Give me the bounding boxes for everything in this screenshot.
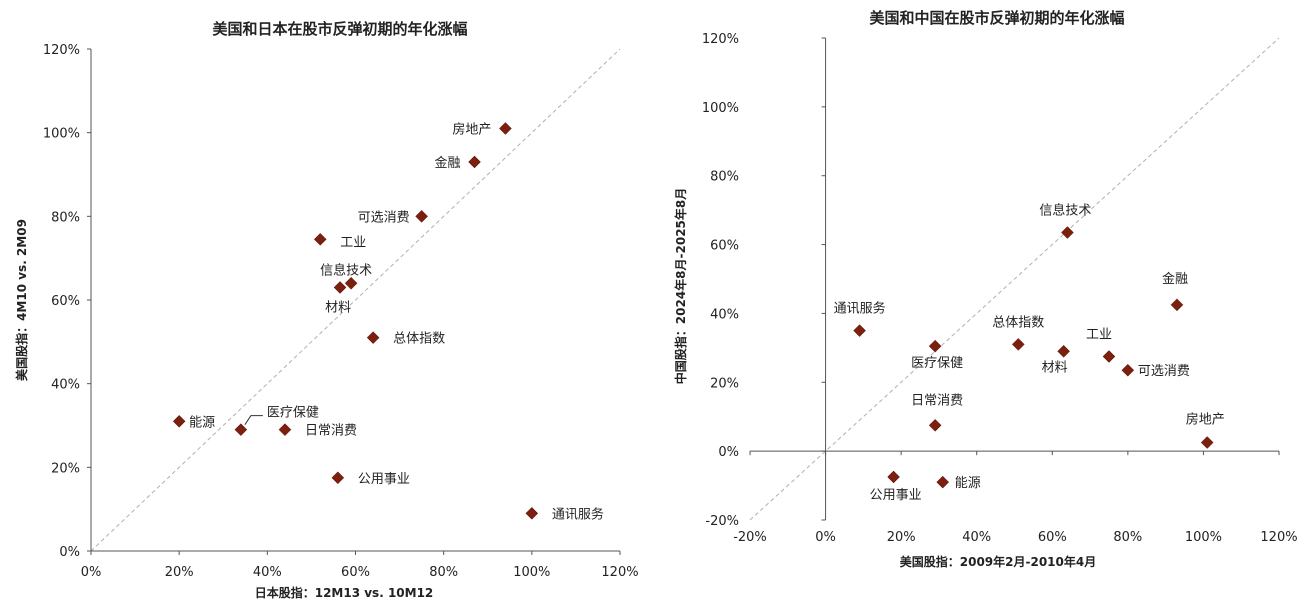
data-point-marker [331,471,345,485]
x-tick-label: -20% [733,530,767,545]
data-point-label: 房地产 [1186,412,1225,428]
y-tick-label: 0% [59,545,80,560]
x-axis-label: 日本股指：12M13 vs. 10M12 [255,585,434,600]
x-tick-label: 40% [962,530,991,545]
y-tick-label: 120% [702,32,739,47]
data-point-marker [333,281,347,294]
data-point-label: 可选消费 [358,210,410,225]
x-tick-label: 0% [815,530,836,545]
y-tick-label: -20% [705,514,739,529]
data-point-marker [344,276,358,290]
data-point-marker [278,423,292,437]
y-tick-label: 20% [710,376,739,391]
x-tick-label: 40% [253,565,282,580]
data-point-label: 通讯服务 [552,506,604,522]
x-tick-label: 100% [513,565,550,580]
data-point-label: 金融 [1162,271,1188,287]
data-point-label: 能源 [955,476,981,491]
y-tick-label: 100% [43,127,80,142]
data-point-marker [1121,363,1135,377]
data-point-label: 材料 [1042,360,1068,375]
x-tick-label: 60% [341,565,370,580]
data-point-label: 材料 [325,300,351,315]
x-tick-label: 0% [81,565,102,580]
data-point-marker [928,339,942,353]
x-tick-label: 20% [165,565,194,580]
diagonal-reference-line [749,37,1280,521]
y-tick-label: 80% [710,170,739,185]
x-axis-label: 美国股指：2009年2月-2010年4月 [900,554,1096,569]
data-point-marker [1170,298,1184,312]
x-tick-label: 100% [1185,530,1222,545]
data-point-marker [525,506,539,520]
scatter-chart-china-us: 美国和中国在股市反弹初期的年化涨幅 -20% 0% 20% 40% 60% 80% 100% 1… [673,9,1298,569]
x-tick-label: 80% [429,565,458,580]
label-leader-line [244,415,263,425]
x-tick-label: 120% [1260,530,1297,545]
data-point-marker [887,470,900,484]
data-point-label: 公用事业 [358,472,410,487]
chart-title: 美国和日本在股市反弹初期的年化涨幅 [212,20,467,38]
y-axis-label: 中国股指：2024年8月-2025年8月 [673,188,688,384]
data-point-label: 总体指数 [992,315,1044,330]
data-point-label: 医疗保健 [911,356,963,371]
data-point-marker [172,414,186,428]
data-point-marker [1057,344,1070,358]
scatter-chart-japan-us: 美国和日本在股市反弹初期的年化涨幅 0% 20% 40% 60% 80% 100% 120% 0… [14,20,639,600]
data-point-marker [499,122,512,135]
y-tick-label: 20% [51,461,80,476]
data-point-marker [1200,436,1214,449]
data-point-label: 工业 [340,235,366,250]
data-point-label: 公用事业 [870,488,922,503]
data-point-marker [1102,350,1116,363]
data-point-marker [366,331,380,345]
data-point-label: 信息技术 [1039,203,1091,219]
y-tick-label: 120% [43,43,80,58]
data-point-label: 工业 [1086,327,1112,342]
data-point-label: 医疗保健 [267,406,319,421]
data-point-label: 可选消费 [1138,364,1190,379]
data-point-marker [936,475,950,489]
data-point-marker [853,324,866,337]
y-tick-label: 0% [718,445,739,460]
data-point-label: 金融 [435,155,461,171]
data-point-marker [415,209,428,223]
data-point-label: 总体指数 [393,332,445,347]
data-point-marker [468,155,481,169]
data-point-marker [928,418,942,432]
data-point-label: 日常消费 [911,393,963,408]
data-point-marker [313,232,327,246]
y-tick-label: 80% [51,210,80,225]
data-point-label: 通讯服务 [834,301,886,317]
x-tick-label: 20% [887,530,916,545]
data-point-marker [234,423,248,437]
y-tick-label: 60% [51,294,80,309]
x-tick-label: 120% [601,565,638,580]
y-tick-label: 60% [710,239,739,254]
data-point-label: 房地产 [452,121,491,137]
x-tick-label: 60% [1038,530,1067,545]
data-point-label: 信息技术 [320,262,372,278]
y-axis-label: 美国股指：4M10 vs. 2M09 [14,219,29,381]
diagonal-reference-line [90,48,621,552]
y-tick-label: 40% [51,378,80,393]
x-tick-label: 80% [1113,530,1142,545]
data-point-marker [1011,338,1025,351]
y-tick-label: 100% [702,101,739,116]
chart-title: 美国和中国在股市反弹初期的年化涨幅 [869,9,1124,27]
data-point-label: 能源 [189,415,215,430]
data-point-label: 日常消费 [305,424,357,439]
data-point-marker [1061,226,1074,239]
y-tick-label: 40% [710,307,739,322]
